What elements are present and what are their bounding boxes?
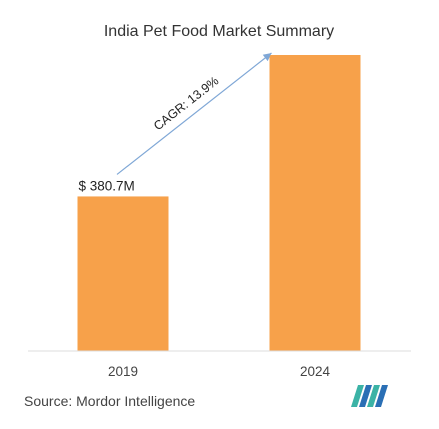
bar-2024 <box>269 55 361 351</box>
source-text: Source: Mordor Intelligence <box>24 393 195 409</box>
bars-layer <box>77 55 361 351</box>
cagr-line <box>116 52 272 175</box>
cagr-annotation: CAGR: 13.9% <box>116 52 272 175</box>
x-tick-label: 2024 <box>300 364 331 379</box>
mordor-intelligence-logo <box>351 385 388 407</box>
x-tick-label: 2019 <box>108 364 138 379</box>
data-label: $ 380.7M <box>79 178 135 193</box>
cagr-arrow-icon <box>262 53 272 62</box>
chart-title: India Pet Food Market Summary <box>104 23 334 40</box>
bar-2019 <box>77 196 169 351</box>
cagr-label: CAGR: 13.9% <box>151 74 221 134</box>
labels-layer: 2019 $ 380.7M 2024 <box>79 178 331 379</box>
